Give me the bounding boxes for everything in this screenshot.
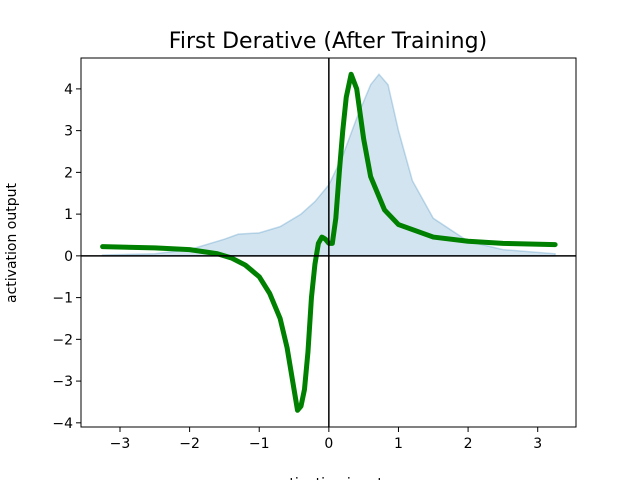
y-tick-label: 2 xyxy=(64,165,73,181)
y-axis-label: activation output xyxy=(4,183,20,303)
x-axis-label: activation input xyxy=(273,476,383,480)
x-tick-label: 1 xyxy=(394,436,403,452)
x-tick-label: −3 xyxy=(110,436,131,452)
x-tick-label: 0 xyxy=(324,436,333,452)
chart-title: First Derative (After Training) xyxy=(169,29,487,54)
y-tick-label: −4 xyxy=(52,416,73,432)
y-tick-label: −1 xyxy=(52,291,73,307)
derivative-line xyxy=(100,71,558,413)
x-tick-label: −1 xyxy=(249,436,270,452)
y-tick-label: 4 xyxy=(64,82,73,98)
y-tick-label: 0 xyxy=(64,249,73,265)
y-tick-label: 1 xyxy=(64,207,73,223)
y-tick-label: −3 xyxy=(52,374,73,390)
y-tick-label: 3 xyxy=(64,124,73,140)
plot-frame xyxy=(80,57,577,428)
x-tick-label: 3 xyxy=(533,436,542,452)
y-tick-label: −2 xyxy=(52,332,73,348)
x-tick-label: −2 xyxy=(179,436,200,452)
x-tick-label: 2 xyxy=(464,436,473,452)
